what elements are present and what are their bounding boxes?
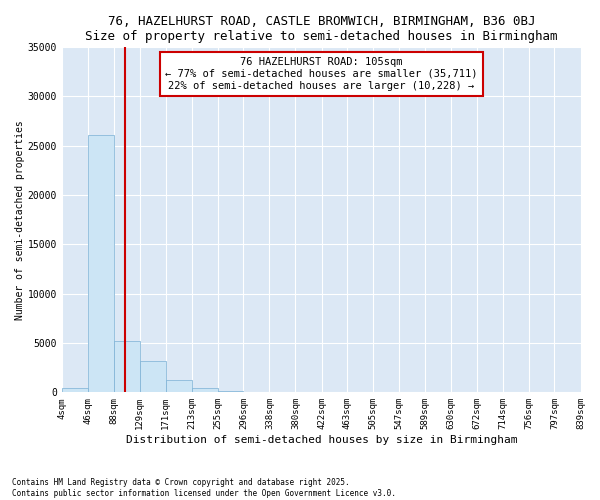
Bar xyxy=(192,388,218,392)
Bar xyxy=(62,388,88,392)
Bar xyxy=(88,135,114,392)
Bar xyxy=(114,341,140,392)
Text: Contains HM Land Registry data © Crown copyright and database right 2025.
Contai: Contains HM Land Registry data © Crown c… xyxy=(12,478,396,498)
Text: 76 HAZELHURST ROAD: 105sqm
← 77% of semi-detached houses are smaller (35,711)
22: 76 HAZELHURST ROAD: 105sqm ← 77% of semi… xyxy=(165,58,478,90)
Title: 76, HAZELHURST ROAD, CASTLE BROMWICH, BIRMINGHAM, B36 0BJ
Size of property relat: 76, HAZELHURST ROAD, CASTLE BROMWICH, BI… xyxy=(85,15,557,43)
Y-axis label: Number of semi-detached properties: Number of semi-detached properties xyxy=(15,120,25,320)
Bar xyxy=(166,380,192,392)
Bar xyxy=(140,361,166,392)
X-axis label: Distribution of semi-detached houses by size in Birmingham: Distribution of semi-detached houses by … xyxy=(125,435,517,445)
